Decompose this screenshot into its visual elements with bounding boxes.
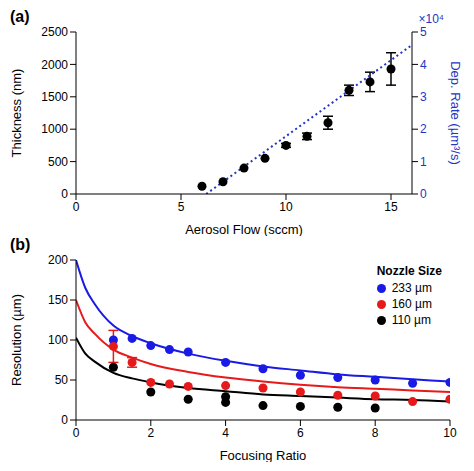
- svg-text:0: 0: [420, 187, 427, 201]
- svg-text:1000: 1000: [41, 122, 68, 136]
- svg-text:0: 0: [73, 426, 80, 440]
- svg-text:3: 3: [420, 90, 427, 104]
- svg-text:0: 0: [73, 200, 80, 214]
- svg-text:10: 10: [279, 200, 293, 214]
- svg-text:0: 0: [61, 187, 68, 201]
- html-text:160 µm: 160 µm: [391, 297, 432, 311]
- svg-text:2: 2: [420, 122, 427, 136]
- svg-text:4: 4: [420, 58, 427, 72]
- svg-text:Focusing Ratio: Focusing Ratio: [220, 448, 307, 462]
- svg-text:15: 15: [384, 200, 398, 214]
- svg-text:1500: 1500: [41, 90, 68, 104]
- svg-text:8: 8: [372, 426, 379, 440]
- svg-text:2000: 2000: [41, 58, 68, 72]
- svg-text:Resolution (µm): Resolution (µm): [9, 294, 24, 386]
- svg-text:200: 200: [48, 253, 68, 267]
- svg-text:Dep. Rate (µm³/s): Dep. Rate (µm³/s): [448, 61, 463, 165]
- svg-text:2: 2: [147, 426, 154, 440]
- svg-text:Thickness (nm): Thickness (nm): [9, 69, 24, 158]
- svg-text:5: 5: [420, 25, 427, 39]
- svg-text:Aerosol Flow (sccm): Aerosol Flow (sccm): [185, 222, 303, 236]
- svg-text:500: 500: [48, 155, 68, 169]
- html-text:(a): (a): [10, 8, 30, 25]
- svg-text:100: 100: [48, 333, 68, 347]
- svg-text:6: 6: [297, 426, 304, 440]
- svg-text:10: 10: [443, 426, 457, 440]
- html-text:110 µm: 110 µm: [391, 313, 431, 327]
- svg-text:0: 0: [61, 413, 68, 427]
- svg-text:50: 50: [55, 373, 69, 387]
- svg-text:2500: 2500: [41, 25, 68, 39]
- html-text:×10⁴: ×10⁴: [418, 12, 444, 26]
- svg-text:1: 1: [420, 155, 427, 169]
- html-text:233 µm: 233 µm: [391, 281, 432, 295]
- html-text:Nozzle Size: Nozzle Size: [376, 264, 442, 278]
- svg-text:150: 150: [48, 293, 68, 307]
- html-text:(b): (b): [10, 236, 31, 253]
- svg-text:5: 5: [178, 200, 185, 214]
- svg-text:4: 4: [222, 426, 229, 440]
